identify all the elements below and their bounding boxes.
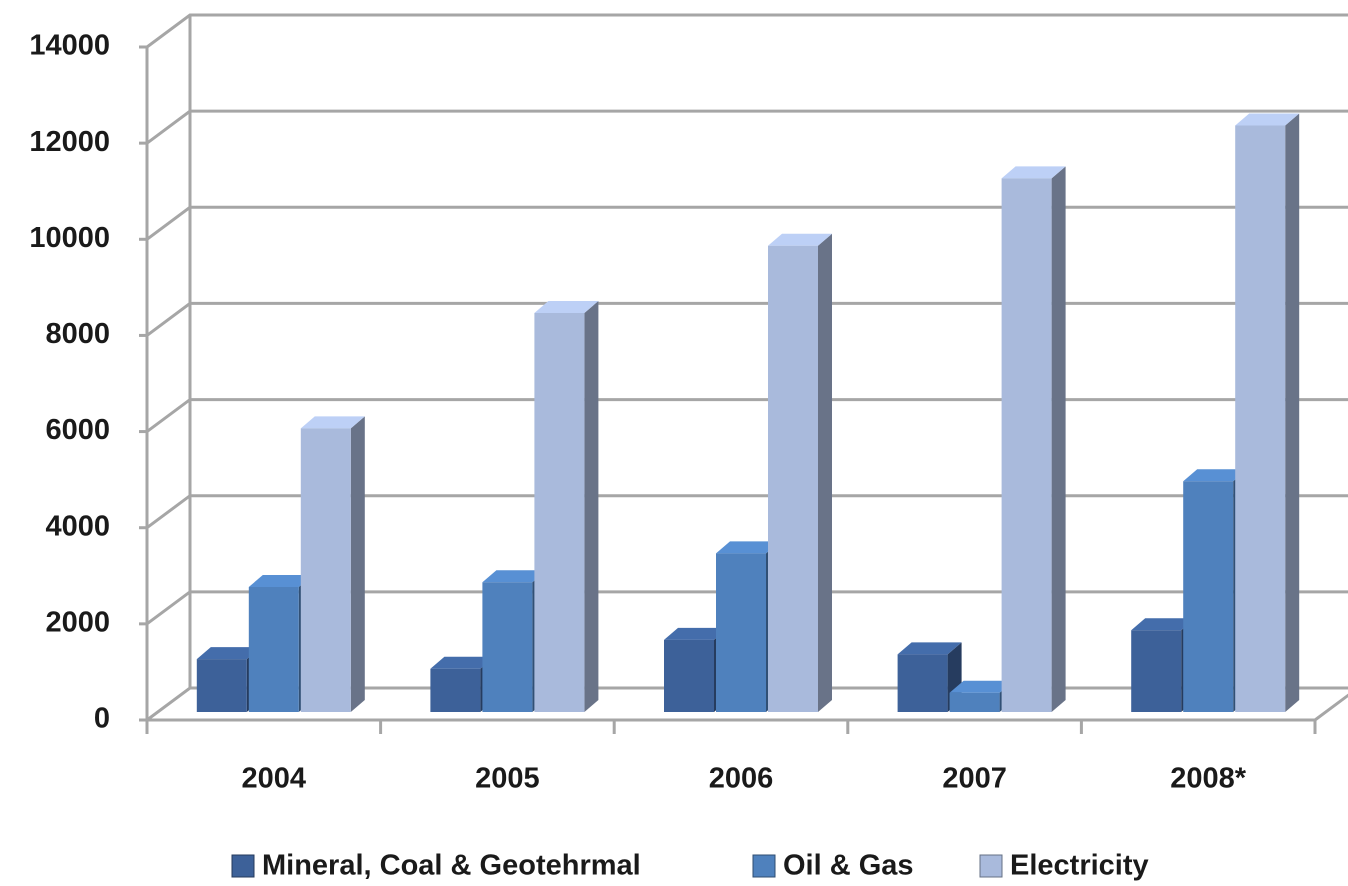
bar-top: [1131, 618, 1196, 631]
x-tick-label: 2005: [475, 763, 540, 795]
bar-top: [248, 575, 313, 588]
bar: [1001, 166, 1066, 712]
bar-front: [1235, 125, 1286, 713]
bar-front: [248, 587, 299, 712]
bar-top: [1001, 166, 1066, 179]
grid-line: [146, 301, 1348, 337]
bar-front: [482, 582, 533, 712]
bar: [300, 416, 365, 712]
grid-line: [146, 109, 1348, 145]
bar-top: [196, 647, 261, 660]
bar-front: [1131, 630, 1182, 712]
x-tick-label: 2004: [242, 763, 307, 795]
grid-line: [146, 494, 1348, 529]
bar-front: [949, 692, 1000, 712]
grid-line: [146, 205, 1348, 241]
bar-front: [196, 659, 247, 712]
legend-label: Electricity: [1010, 850, 1149, 882]
y-tick-label: 8000: [45, 318, 110, 350]
x-tick-label: 2007: [942, 763, 1007, 795]
bar-top: [949, 680, 1014, 693]
bar-top: [897, 642, 962, 655]
y-tick-label: 2000: [45, 607, 110, 639]
bar-top: [430, 656, 495, 669]
y-tick-label: 4000: [45, 510, 110, 542]
legend-swatch: [752, 854, 776, 878]
legend-label: Oil & Gas: [783, 850, 914, 882]
bar-front: [534, 313, 585, 712]
bar-side: [1285, 113, 1300, 713]
bar-top: [1183, 469, 1248, 482]
bar: [1235, 113, 1300, 713]
x-tick-label: 2008*: [1170, 763, 1247, 795]
bar-top: [1235, 113, 1300, 126]
bar-front: [1001, 178, 1052, 712]
x-tick-label: 2006: [709, 763, 774, 795]
y-tick-label: 14000: [29, 30, 110, 62]
bar-front: [897, 654, 948, 712]
bar-top: [482, 570, 547, 583]
y-tick-label: 0: [94, 703, 110, 735]
bar-top: [300, 416, 365, 429]
bar-side: [818, 233, 832, 712]
grid-line: [146, 13, 1348, 49]
grid-line: [146, 398, 1348, 433]
bar-front: [430, 668, 481, 712]
legend-swatch: [979, 854, 1003, 878]
bar-top: [768, 233, 832, 246]
axis-line: [1314, 693, 1348, 722]
bar-top: [664, 627, 728, 640]
bar-side: [350, 416, 365, 712]
bar-front: [664, 639, 714, 712]
legend-label: Mineral, Coal & Geotehrmal: [262, 850, 641, 882]
bar-top: [534, 301, 599, 314]
grid-line: [146, 590, 1348, 626]
legend-swatch: [231, 854, 255, 878]
bar-side: [584, 301, 599, 712]
y-tick-label: 6000: [45, 414, 110, 446]
bar-front: [768, 245, 818, 712]
y-tick-label: 10000: [29, 222, 110, 254]
bar: [768, 233, 832, 712]
bar: [534, 301, 599, 712]
y-tick-label: 12000: [29, 126, 110, 158]
bar-side: [1051, 166, 1066, 712]
bar-top: [716, 541, 780, 554]
bar-front: [716, 553, 766, 712]
bar-front: [1183, 481, 1234, 712]
bar-front: [300, 428, 351, 712]
